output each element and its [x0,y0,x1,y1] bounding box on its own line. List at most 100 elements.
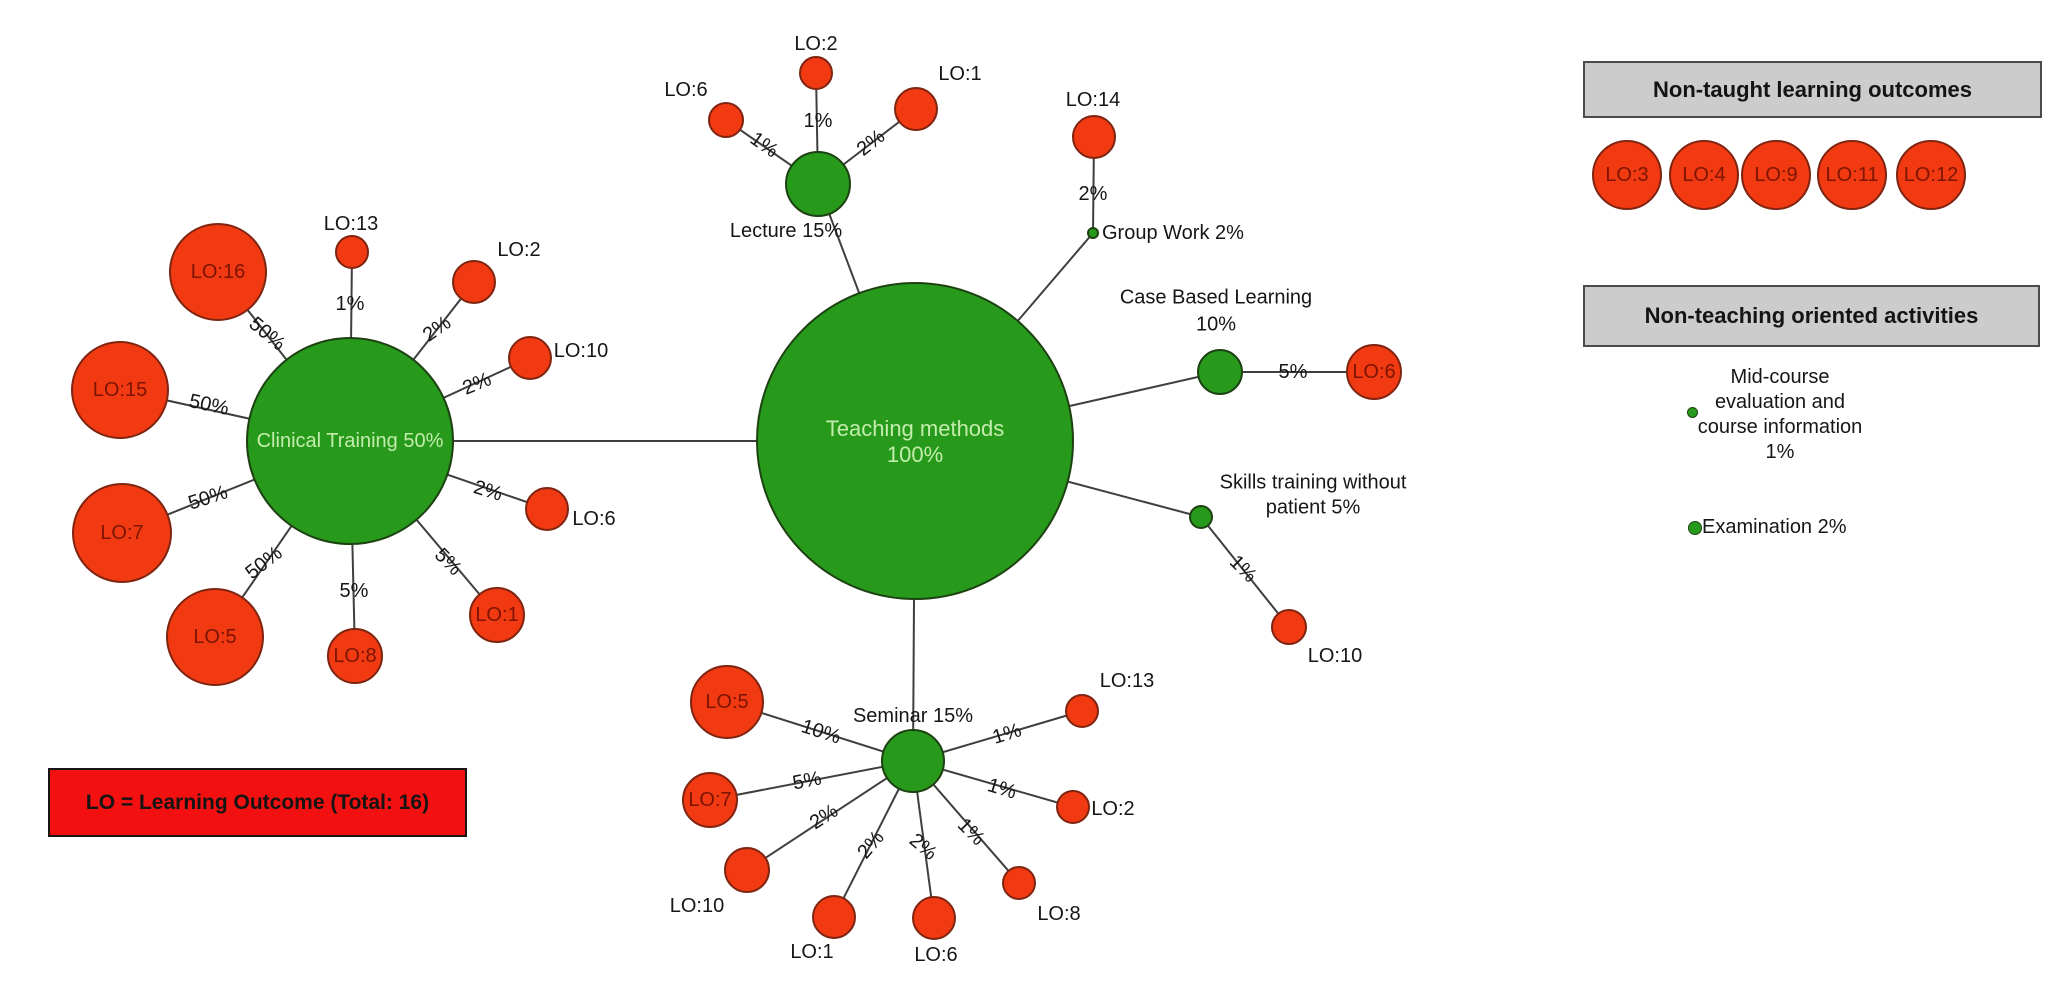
edge-label-clinical-lo13L: 1% [336,293,365,315]
mid-course-line: course information [1697,416,1863,438]
node-groupwork-circle [1087,227,1099,239]
node-lo3-label: LO:3 [1605,164,1648,186]
edge-label-clinical-lo7L: 50% [186,481,231,514]
edge-skills-lo10S [1200,516,1290,628]
panel-non-taught-title: Non-taught learning outcomes [1653,76,1972,102]
edge-label-seminar-lo7S: 5% [791,767,824,794]
nodes-layer [71,56,1966,940]
node-lo11-label: LO:11 [1826,164,1879,186]
node-seminar-label: Seminar 15% [853,705,973,727]
node-lo10S-label: LO:10 [1308,645,1362,667]
node-lo11-circle [1817,140,1887,210]
node-lo16-circle [169,223,267,321]
edge-label-groupwork-lo14: 2% [1079,183,1108,205]
node-teaching-circle [756,282,1074,600]
node-lo9-label: LO:9 [1754,164,1797,186]
node-seminar-circle [881,729,945,793]
node-lo8L-label: LO:8 [333,645,376,667]
edge-label-seminar-lo5S: 10% [799,715,844,748]
node-lo6C-label: LO:6 [1352,361,1395,383]
node-lo2Lec-circle [799,56,833,90]
node-lo14-circle [1072,115,1116,159]
node-lo13L-circle [335,235,369,269]
node-lo7S-circle [682,772,738,828]
edge-label-lecture-lo6Lec: 1% [746,128,782,163]
node-lo6S-circle [912,896,956,940]
node-lo10L-circle [508,336,552,380]
node-lo12-label: LO:12 [1904,164,1958,186]
edge-label-seminar-lo10Sem: 2% [806,800,842,834]
examination-dot-icon [1688,521,1702,535]
edge-label-seminar-lo2S: 1% [985,774,1019,804]
edge-label-seminar-lo6S: 2% [905,829,941,865]
node-lo10Sem-label: LO:10 [670,895,724,917]
activity-examination: Examination 2% [1702,516,1847,538]
panel-non-taught-header: Non-taught learning outcomes [1583,61,2042,118]
node-lo13L-label: LO:13 [324,213,378,235]
edge-label-clinical-lo6L: 2% [471,476,505,506]
edge-label-seminar-lo1S: 2% [853,827,889,863]
node-lo16-label: LO:16 [191,261,245,283]
edge-label-clinical-lo1L: 5% [430,544,466,580]
node-lo6Lec-label: LO:6 [664,79,707,101]
node-lo6Lec-circle [708,102,744,138]
node-lo5L-label: LO:5 [193,626,236,648]
node-cbl-circle [1197,349,1243,395]
node-teaching-label: Teaching methods 100% [826,416,1005,467]
edge-label-clinical-lo5L: 50% [241,542,286,584]
node-lecture-label: Lecture 15% [730,220,843,242]
node-lo6S-label: LO:6 [914,944,957,966]
legend-label: LO = Learning Outcome (Total: 16) [85,790,430,814]
edge-label-lecture-lo1Lec: 2% [853,125,889,160]
node-lo6C-circle [1346,344,1402,400]
node-lo2L-circle [452,260,496,304]
node-lo2S-circle [1056,790,1090,824]
node-lo4-label: LO:4 [1682,164,1725,186]
node-lo10S-circle [1271,609,1307,645]
node-lo2Lec-label: LO:2 [794,33,837,55]
edge-label-clinical-lo16: 50% [245,313,290,356]
node-lo1Lec-circle [894,87,938,131]
node-lo12-circle [1896,140,1966,210]
node-lo14-label: LO:14 [1066,89,1120,111]
node-lo5S-label: LO:5 [705,691,748,713]
node-lo1L-circle [469,587,525,643]
node-lo7S-label: LO:7 [688,789,731,811]
edge-label-lecture-lo2Lec: 1% [804,110,833,132]
mid-course-line: Mid-course [1730,366,1830,388]
node-lo9-circle [1741,140,1811,210]
node-lo1L-label: LO:1 [475,604,518,626]
node-lo2L-label: LO:2 [497,239,540,261]
node-lo8S-circle [1002,866,1036,900]
node-lo8L-circle [327,628,383,684]
node-lo15-label: LO:15 [93,379,147,401]
node-lo10Sem-circle [724,847,770,893]
node-lo5L-circle [166,588,264,686]
node-lo1S-label: LO:1 [790,941,833,963]
edge-label-clinical-lo2L: 2% [419,312,455,347]
node-lo13S-circle [1065,694,1099,728]
edge-label-seminar-lo8S: 1% [953,814,989,850]
mid-course-dot-icon [1687,407,1698,418]
node-skills-label: Skills training without patient 5% [1220,472,1407,519]
activity-mid-course: Mid-course evaluation and course informa… [1665,365,1895,465]
node-lo1S-circle [812,895,856,939]
node-lo13S-label: LO:13 [1100,670,1154,692]
edge-seminar-lo10Sem [746,760,914,871]
node-lo7L-circle [72,483,172,583]
node-lo6L-circle [525,487,569,531]
node-lecture-circle [785,151,851,217]
panel-non-teaching-header: Non-teaching oriented activities [1583,285,2040,347]
edge-label-clinical-lo15: 50% [187,390,231,420]
panel-non-teaching-title: Non-teaching oriented activities [1644,303,1979,328]
node-lo5S-circle [690,665,764,739]
node-groupwork-label: Group Work 2% [1102,222,1244,244]
node-clinical-label: Clinical Training 50% [257,430,444,452]
node-lo1Lec-label: LO:1 [938,63,981,85]
node-lo8S-label: LO:8 [1037,903,1080,925]
node-clinical-circle [246,337,454,545]
node-lo6L-label: LO:6 [572,508,615,530]
edge-seminar-lo7S [709,760,914,801]
